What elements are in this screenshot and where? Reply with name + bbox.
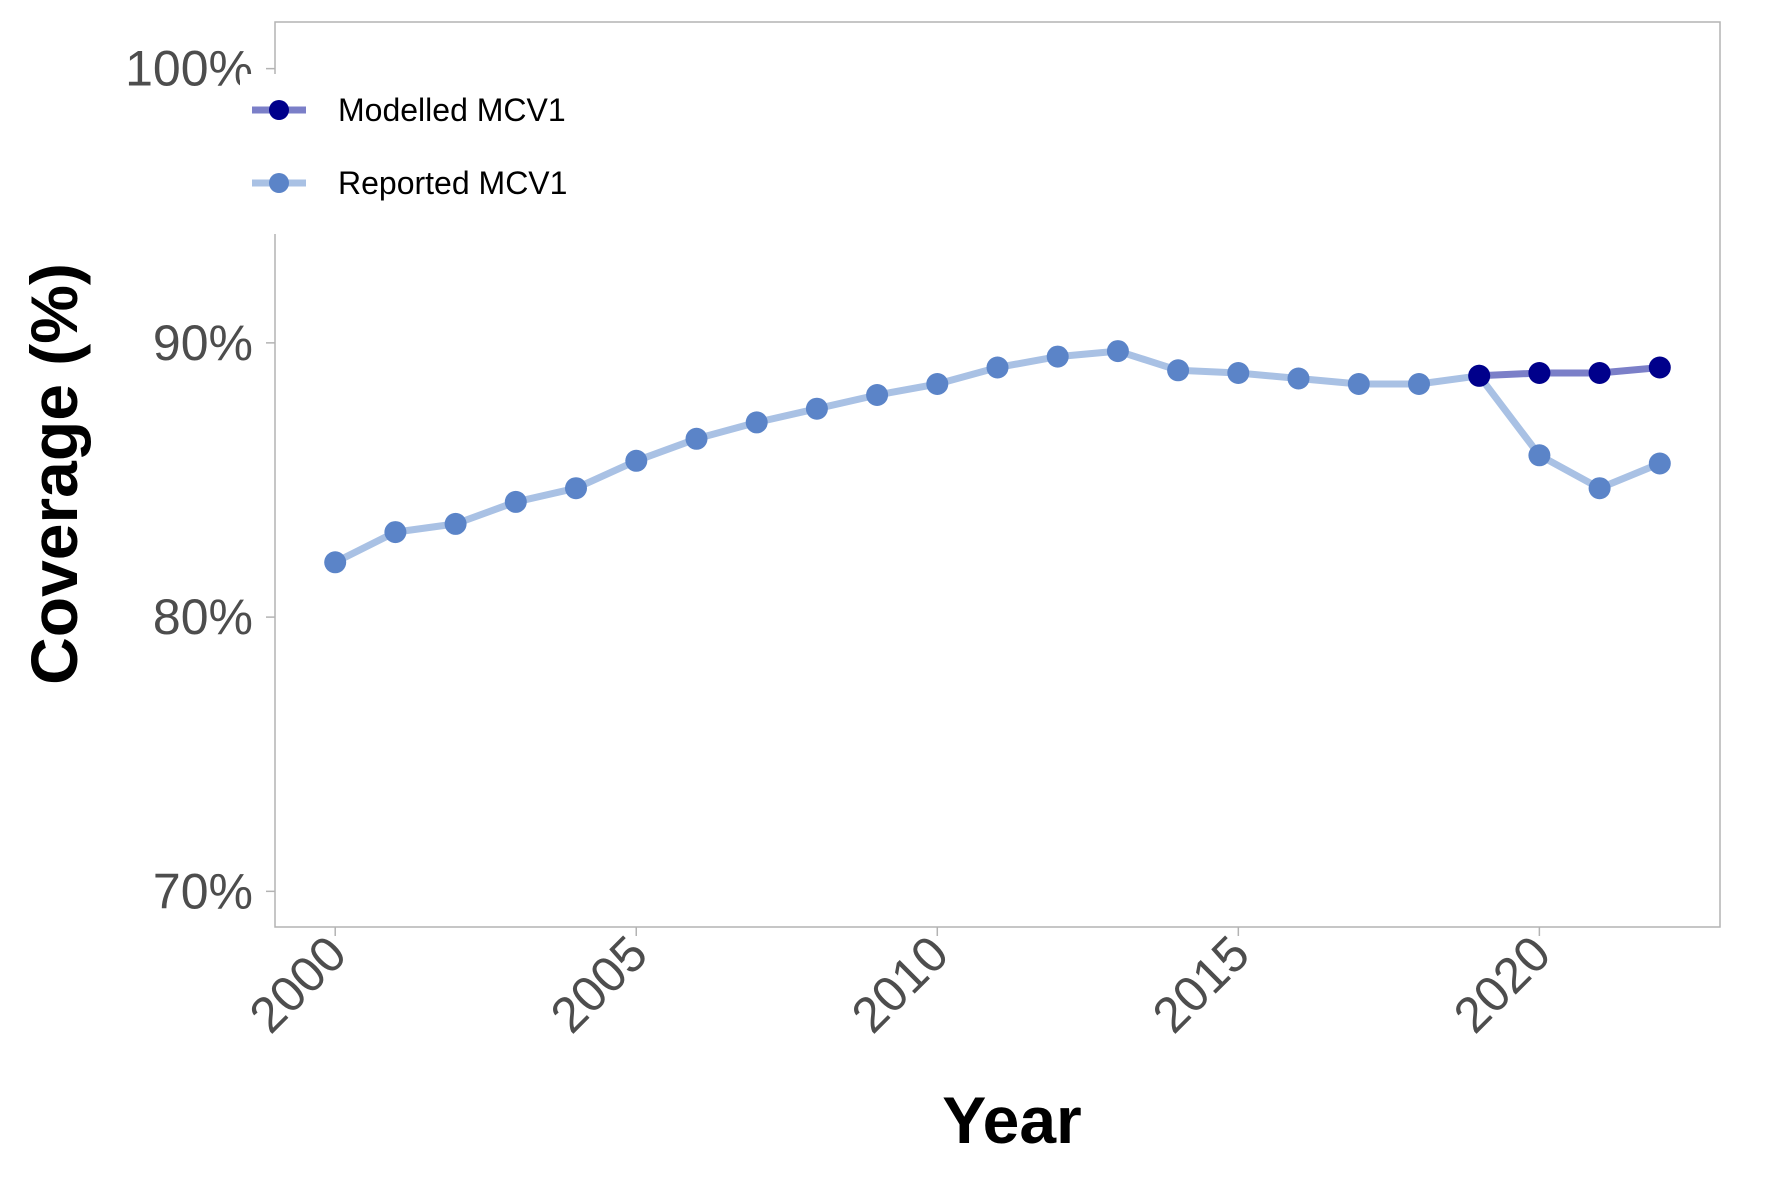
- axis-ticks: 70% 80% 90% 100% 2000 2005 2010 2015 2020: [125, 41, 1561, 1044]
- data-point-reported-mcv1: [926, 373, 949, 395]
- x-tick-label: 2015: [1142, 925, 1260, 1043]
- data-point-modelled-mcv1: [1648, 356, 1671, 379]
- data-point-reported-mcv1: [384, 521, 407, 544]
- legend-label-reported: Reported MCV1: [338, 165, 567, 201]
- data-point-reported-mcv1: [1648, 452, 1671, 475]
- legend-key-point-reported: [269, 173, 289, 193]
- legend-item-reported: Reported MCV1: [252, 165, 567, 201]
- data-point-reported-mcv1: [685, 427, 708, 450]
- data-point-reported-mcv1: [1106, 340, 1129, 363]
- legend: Modelled MCV1 Reported MCV1: [240, 74, 620, 234]
- series-points: [324, 340, 1671, 574]
- data-point-reported-mcv1: [1287, 367, 1310, 390]
- data-point-reported-mcv1: [805, 397, 828, 420]
- data-point-reported-mcv1: [1046, 345, 1069, 368]
- y-tick-label: 70%: [153, 863, 253, 919]
- legend-key-point-modelled: [269, 100, 289, 120]
- y-tick-label: 100%: [125, 41, 253, 97]
- data-point-modelled-mcv1: [1528, 362, 1551, 384]
- legend-item-modelled: Modelled MCV1: [252, 92, 566, 128]
- series-line-modelled-mcv1: [1475, 364, 1664, 380]
- x-tick-label: 2020: [1443, 925, 1561, 1043]
- data-point-reported-mcv1: [504, 490, 527, 513]
- data-point-reported-mcv1: [444, 512, 467, 535]
- data-point-modelled-mcv1: [1588, 362, 1611, 384]
- data-point-reported-mcv1: [1167, 359, 1190, 382]
- data-point-modelled-mcv1: [1468, 364, 1491, 387]
- data-point-reported-mcv1: [565, 477, 587, 500]
- y-tick-label: 90%: [153, 315, 253, 371]
- data-point-reported-mcv1: [866, 384, 889, 406]
- x-tick-label: 2010: [841, 925, 959, 1043]
- data-point-reported-mcv1: [1408, 373, 1430, 395]
- legend-label-modelled: Modelled MCV1: [338, 92, 566, 128]
- data-point-reported-mcv1: [1528, 444, 1551, 467]
- data-point-reported-mcv1: [986, 356, 1009, 379]
- data-point-reported-mcv1: [324, 551, 347, 574]
- data-point-reported-mcv1: [625, 449, 648, 472]
- data-point-reported-mcv1: [1347, 373, 1370, 395]
- data-point-reported-mcv1: [1588, 477, 1611, 500]
- x-tick-label: 2000: [239, 925, 357, 1043]
- y-axis-title: Coverage (%): [17, 263, 91, 685]
- legend-background: [240, 74, 620, 234]
- data-point-reported-mcv1: [745, 411, 768, 434]
- y-tick-label: 80%: [153, 589, 253, 645]
- data-point-reported-mcv1: [1227, 362, 1250, 384]
- x-axis-title: Year: [942, 1083, 1081, 1157]
- x-tick-label: 2005: [540, 925, 658, 1043]
